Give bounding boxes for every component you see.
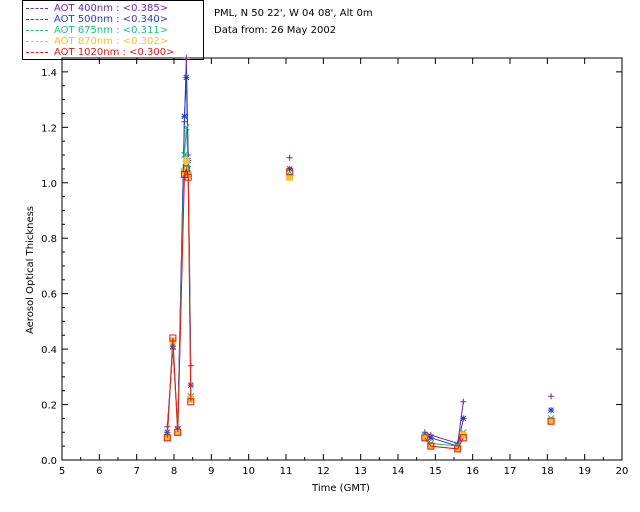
- x-tick-label: 12: [317, 466, 330, 477]
- x-tick-label: 15: [429, 466, 442, 477]
- legend-swatch-870: [26, 40, 48, 42]
- x-tick-label: 9: [208, 466, 214, 477]
- y-tick-label: 0.6: [41, 290, 57, 301]
- y-tick-label: 1.0: [41, 179, 57, 190]
- legend-swatch-675: [26, 29, 48, 31]
- legend-label-500: AOT 500nm : <0.340>: [54, 14, 169, 25]
- legend-label-675: AOT 675nm : <0.311>: [54, 25, 169, 36]
- legend-label-1020: AOT 1020nm : <0.300>: [54, 47, 175, 58]
- plot-frame: [61, 57, 623, 461]
- series-aot-675nm: [163, 123, 555, 450]
- data-point: [286, 168, 294, 176]
- legend-swatch-1020: [26, 51, 48, 53]
- legend-swatch-400: [26, 7, 48, 9]
- data-point: [169, 334, 177, 342]
- series-line: [424, 437, 464, 450]
- site-info: PML, N 50 22', W 04 08', Alt 0m: [214, 8, 373, 19]
- legend-item-870: AOT 870nm : <0.302>: [26, 36, 168, 47]
- data-point: [183, 55, 190, 61]
- x-tick-label: 11: [280, 466, 293, 477]
- data-point: [181, 151, 188, 159]
- x-tick-label: 14: [392, 466, 405, 477]
- data-point: [174, 428, 182, 436]
- x-tick-label: 19: [578, 466, 591, 477]
- y-tick-label: 0.4: [41, 345, 57, 356]
- data-point: [459, 434, 467, 442]
- y-axis-title: Aerosol Optical Thickness: [25, 206, 36, 334]
- legend-item-1020: AOT 1020nm : <0.300>: [26, 47, 174, 58]
- data-point: [183, 74, 190, 81]
- data-point: [421, 434, 429, 442]
- data-point: [427, 442, 435, 450]
- legend-swatch-500: [26, 18, 48, 20]
- data-point: [454, 445, 462, 453]
- date-info: Data from: 26 May 2002: [214, 25, 337, 36]
- y-tick-label: 1.4: [41, 68, 57, 79]
- data-point: [163, 434, 171, 442]
- data-point: [182, 123, 190, 131]
- data-point: [286, 168, 294, 176]
- data-point: [182, 165, 190, 173]
- x-tick-label: 18: [541, 466, 554, 477]
- x-tick-label: 6: [96, 466, 102, 477]
- data-point: [460, 415, 467, 422]
- legend-label-400: AOT 400nm : <0.385>: [54, 3, 169, 14]
- series-aot-500nm: [164, 74, 555, 450]
- legend-item-400: AOT 400nm : <0.385>: [26, 3, 168, 14]
- y-tick-label: 1.2: [41, 123, 57, 134]
- x-tick-label: 16: [466, 466, 479, 477]
- series-aot-400nm: [164, 55, 555, 447]
- series-aot-1020nm: [163, 165, 555, 453]
- data-point: [460, 398, 467, 405]
- x-tick-label: 10: [242, 466, 255, 477]
- data-point: [182, 157, 190, 165]
- data-point: [187, 398, 195, 406]
- x-tick-label: 17: [504, 466, 517, 477]
- x-tick-label: 20: [616, 466, 629, 477]
- series-line: [166, 167, 192, 438]
- x-axis-title: Time (GMT): [311, 483, 370, 494]
- data-point: [286, 154, 293, 161]
- x-tick-label: 8: [171, 466, 177, 477]
- x-tick-label: 13: [354, 466, 367, 477]
- data-point: [547, 417, 555, 425]
- data-point: [427, 434, 434, 441]
- data-point: [184, 173, 192, 181]
- series-layer: [163, 55, 555, 453]
- data-point: [547, 417, 555, 425]
- data-point: [548, 407, 555, 414]
- x-tick-label: 7: [133, 466, 139, 477]
- series-line: [424, 401, 464, 445]
- y-tick-label: 0.2: [41, 401, 57, 412]
- data-point: [181, 113, 188, 120]
- data-point: [548, 393, 555, 400]
- legend-item-675: AOT 675nm : <0.311>: [26, 25, 168, 36]
- series-aot-870nm: [163, 157, 555, 453]
- y-tick-label: 0.0: [41, 456, 57, 467]
- axes: 5 6 7 8 9 10 11 12 13 14 15 16 17 18 19 20 0.0 0.2 0.4 0.6 0…: [41, 57, 629, 477]
- x-tick-label: 5: [59, 466, 65, 477]
- legend: AOT 400nm : <0.385> AOT 500nm : <0.340> …: [22, 0, 204, 60]
- y-tick-label: 0.8: [41, 234, 57, 245]
- legend-item-500: AOT 500nm : <0.340>: [26, 14, 168, 25]
- legend-label-870: AOT 870nm : <0.302>: [54, 36, 169, 47]
